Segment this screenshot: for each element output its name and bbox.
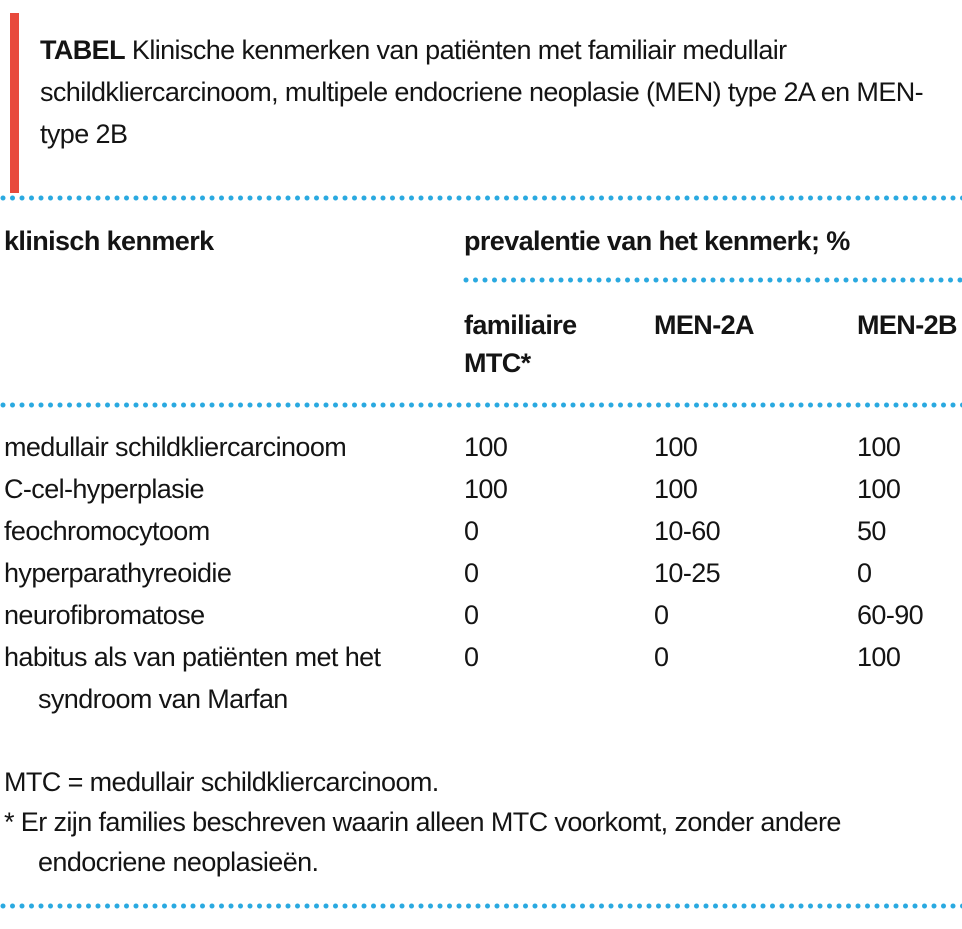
row-label: neurofibromatose xyxy=(4,600,205,630)
column-group-header-prevalentie: prevalentie van het kenmerk; % xyxy=(464,226,850,256)
cell-value: 0 xyxy=(654,642,669,672)
cell-value: 0 xyxy=(464,516,479,546)
row-label: C-cel-hyperplasie xyxy=(4,474,204,504)
cell-value: 100 xyxy=(464,474,508,504)
cell-value: 100 xyxy=(654,474,698,504)
cell-value: 100 xyxy=(464,432,508,462)
dotted-divider-bottom xyxy=(0,903,962,909)
subheader-row: familiaire MTC* MEN-2A MEN-2B xyxy=(4,306,962,382)
dotted-divider-top xyxy=(0,195,962,201)
table-row: habitus als van patiënten met het syndro… xyxy=(4,636,962,720)
cell-value: 100 xyxy=(857,474,901,504)
cell-value: 0 xyxy=(464,600,479,630)
cell-value: 0 xyxy=(464,642,479,672)
row-label: hyperparathyreoidie xyxy=(4,558,232,588)
column-header-familiaire-mtc: familiaire MTC* xyxy=(464,310,577,378)
table-row: hyperparathyreoidie 0 10-25 0 xyxy=(4,552,962,594)
footnote-asterisk: * Er zijn families beschreven waarin all… xyxy=(4,807,841,877)
dotted-divider-header xyxy=(0,402,962,408)
cell-value: 0 xyxy=(464,558,479,588)
column-header-men-2b: MEN-2B xyxy=(857,310,958,340)
table-body: medullair schildkliercarcinoom 100 100 1… xyxy=(4,426,962,720)
column-header-men-2a: MEN-2A xyxy=(654,310,755,340)
table-title-label: TABEL xyxy=(40,35,126,65)
cell-value: 100 xyxy=(857,642,901,672)
column-header-klinisch-kenmerk: klinisch kenmerk xyxy=(4,226,214,256)
table-row: feochromocytoom 0 10-60 50 xyxy=(4,510,962,552)
table-row: C-cel-hyperplasie 100 100 100 xyxy=(4,468,962,510)
row-label: medullair schildkliercarcinoom xyxy=(4,432,347,462)
cell-value: 100 xyxy=(857,432,901,462)
cell-value: 10-25 xyxy=(654,558,721,588)
row-label: feochromocytoom xyxy=(4,516,210,546)
footnote-mtc-definition: MTC = medullair schildkliercarcinoom. xyxy=(4,767,439,797)
table-row: neurofibromatose 0 0 60-90 xyxy=(4,594,962,636)
cell-value: 60-90 xyxy=(857,600,924,630)
table-title: TABEL Klinische kenmerken van patiënten … xyxy=(40,29,945,155)
row-label: habitus als van patiënten met het syndro… xyxy=(4,642,381,714)
cell-value: 0 xyxy=(857,558,872,588)
table-row: medullair schildkliercarcinoom 100 100 1… xyxy=(4,426,962,468)
red-accent-bar xyxy=(10,13,19,193)
cell-value: 100 xyxy=(654,432,698,462)
table-title-text: Klinische kenmerken van patiënten met fa… xyxy=(40,35,924,149)
dotted-divider-subheader xyxy=(463,277,962,283)
cell-value: 0 xyxy=(654,600,669,630)
header-row: klinisch kenmerk prevalentie van het ken… xyxy=(4,226,962,256)
subheader-spacer xyxy=(4,306,464,382)
cell-value: 50 xyxy=(857,516,886,546)
cell-value: 10-60 xyxy=(654,516,721,546)
